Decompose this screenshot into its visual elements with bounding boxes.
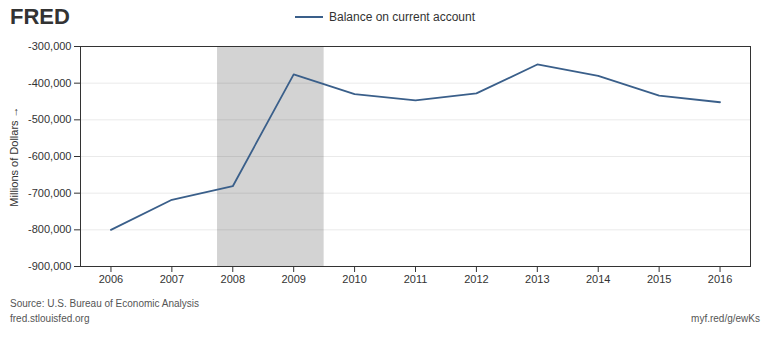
html-text:Source: U.S. Bureau of Economi: Source: U.S. Bureau of Economic Analysis (10, 298, 199, 309)
svg-text:-500,000: -500,000 (28, 113, 71, 125)
svg-text:-400,000: -400,000 (28, 77, 71, 89)
html-text:fred.stlouisfed.org: fred.stlouisfed.org (10, 313, 90, 324)
svg-text:2011: 2011 (404, 273, 428, 285)
svg-text:2016: 2016 (708, 273, 732, 285)
html-text:FRED: FRED (10, 4, 70, 29)
svg-text:-600,000: -600,000 (28, 150, 71, 162)
html-text:Balance on current account: Balance on current account (329, 10, 475, 24)
svg-text:2010: 2010 (342, 273, 366, 285)
svg-text:2007: 2007 (160, 273, 184, 285)
svg-text:2009: 2009 (281, 273, 305, 285)
svg-text:2015: 2015 (647, 273, 671, 285)
svg-text:-300,000: -300,000 (28, 40, 71, 52)
svg-text:-700,000: -700,000 (28, 187, 71, 199)
svg-text:2012: 2012 (464, 273, 488, 285)
svg-text:-900,000: -900,000 (28, 260, 71, 272)
svg-text:-800,000: -800,000 (28, 223, 71, 235)
html-text:myf.red/g/ewKs: myf.red/g/ewKs (691, 313, 760, 324)
svg-text:Millions of Dollars →: Millions of Dollars → (8, 106, 20, 206)
svg-text:2014: 2014 (586, 273, 610, 285)
svg-text:2006: 2006 (99, 273, 123, 285)
svg-text:2008: 2008 (221, 273, 245, 285)
svg-text:2013: 2013 (525, 273, 549, 285)
